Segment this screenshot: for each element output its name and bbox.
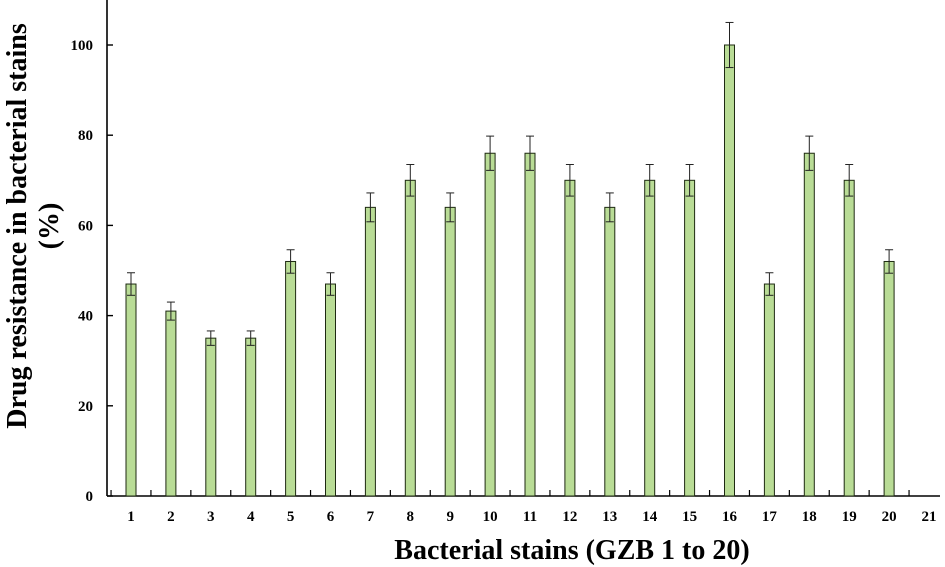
x-tick-label: 17 (762, 509, 778, 525)
bar (684, 179, 696, 497)
y-ticks: 0 20 40 60 80 100 (71, 38, 113, 505)
axes (106, 0, 940, 497)
x-tick-label: 15 (682, 509, 697, 525)
y-axis-title-line1: Drug resistance in bacterial stains (2, 23, 33, 429)
x-tick-label: 11 (523, 509, 537, 525)
bar (724, 44, 735, 497)
y-tick-label: 20 (78, 399, 93, 415)
y-axis-title-group: Drug resistance in bacterial stains (%) (2, 23, 65, 429)
x-tick-label: 9 (446, 509, 454, 525)
x-tick-label: 21 (922, 509, 937, 525)
x-tick-label: 1 (127, 509, 135, 525)
bar (205, 337, 217, 497)
x-tick-label: 7 (367, 509, 375, 525)
x-tick-label: 10 (483, 509, 498, 525)
bar (285, 260, 297, 497)
x-tick-label: 13 (602, 509, 617, 525)
bars (125, 21, 895, 497)
bar (364, 206, 376, 497)
y-tick-label: 100 (71, 38, 94, 54)
y-tick-label: 0 (86, 489, 94, 505)
bar (524, 152, 536, 497)
x-tick-label: 8 (407, 509, 415, 525)
bar (604, 206, 616, 497)
y-axis-title-line2: (%) (34, 203, 65, 250)
bar (564, 179, 576, 497)
x-axis-title: Bacterial stains (GZB 1 to 20) (394, 535, 749, 566)
y-tick-label: 40 (78, 309, 93, 325)
bar (325, 283, 336, 497)
x-tick-label: 14 (642, 509, 658, 525)
y-tick-label: 60 (78, 218, 93, 234)
x-tick-label: 3 (207, 509, 215, 525)
x-tick-label: 20 (882, 509, 897, 525)
x-tick-label: 5 (287, 509, 295, 525)
bar (245, 337, 257, 497)
x-tick-label: 6 (327, 509, 335, 525)
bar (644, 179, 656, 497)
x-tick-label: 18 (802, 509, 817, 525)
x-ticks: 1 2 3 4 5 6 7 8 9 10 11 12 13 14 15 16 17 18 19 20 21 (110, 490, 937, 525)
bar (883, 260, 895, 497)
bar (803, 152, 815, 497)
y-tick-label: 80 (78, 128, 93, 144)
x-tick-label: 4 (247, 509, 255, 525)
bar (125, 283, 137, 497)
bar (484, 152, 496, 497)
x-tick-label: 2 (167, 509, 175, 525)
bar (444, 206, 456, 497)
x-tick-label: 16 (722, 509, 738, 525)
bar (843, 179, 855, 497)
bar (165, 310, 177, 497)
x-tick-label: 19 (842, 509, 857, 525)
x-tick-label: 12 (562, 509, 577, 525)
bar (404, 179, 416, 497)
bar (763, 283, 775, 497)
